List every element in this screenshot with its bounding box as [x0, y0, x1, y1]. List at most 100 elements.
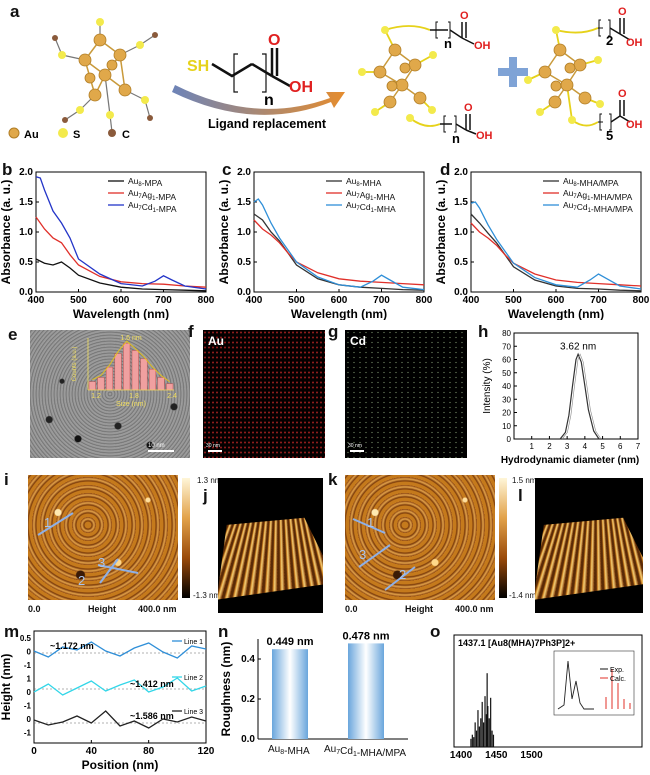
inset-x-tick: 2.4	[167, 393, 177, 400]
x-tick-label: 1	[529, 442, 534, 451]
inset-peak-label: 1.6 nm	[120, 335, 142, 342]
chart-h-dls: 1 2 3 4 5 6 7010203040506070803.62 nmIntensity…	[480, 325, 650, 465]
y-tick-label: 0.5	[454, 257, 468, 268]
y-axis-label: Intensity (%)	[482, 358, 493, 414]
eds-cd-scalebar	[350, 450, 364, 452]
plus-icon	[498, 57, 528, 87]
x-tick-label: 120	[198, 746, 215, 757]
replacement-arrow	[172, 85, 345, 115]
y-tick-label: 0.0	[19, 287, 33, 298]
x-axis-label: Wavelength (nm)	[291, 307, 387, 320]
panel-label-g: g	[328, 322, 338, 342]
svg-text:n: n	[452, 131, 460, 146]
y-tick-label: 1.0	[237, 227, 251, 238]
chart-d-absorbance: 400 500 600 700 8000.00.51.01.52.0Wavelength…	[435, 160, 650, 320]
legend-label: Line 1	[184, 639, 203, 646]
eds-au-label: Au	[208, 334, 224, 348]
y-tick-label: 0.2	[241, 694, 255, 705]
y-tick-label: 0.0	[241, 734, 255, 745]
afm-lines-k: 1 3 2	[345, 475, 495, 600]
cluster-au8-left	[52, 18, 158, 135]
y-tick-label: 80	[502, 329, 511, 338]
eds-au-scalebar	[208, 450, 222, 452]
series-line	[471, 223, 641, 286]
svg-text:O: O	[464, 102, 473, 114]
afm-k-xend: 400.0 nm	[455, 604, 494, 614]
afm-i-xend: 400.0 nm	[138, 604, 177, 614]
inset-x-label: Size (nm)	[116, 401, 146, 408]
y-tick-label: 1.5	[237, 197, 251, 208]
series-line	[254, 199, 424, 290]
svg-text:O: O	[460, 10, 469, 22]
hist-bar	[115, 354, 122, 390]
eds-au-scale-text: 30 nm	[206, 443, 220, 449]
x-tick-label: 3	[565, 442, 570, 451]
legend-label: Line 3	[184, 709, 203, 716]
tem-scalebar	[148, 450, 174, 452]
inset-y-label: Counts (a.u.)	[72, 347, 78, 382]
y-axis-label: Absorbance (a. u.)	[218, 180, 231, 285]
x-tick-label: 600	[331, 295, 348, 306]
cluster-au8-right-1: O OH n O OH n	[358, 10, 493, 146]
colorbar-k-top: 1.5 nm	[512, 476, 536, 485]
bar-value-label: 0.449 nm	[266, 636, 313, 648]
peak-label: 3.62 nm	[560, 342, 596, 353]
chart-m-height-profiles: 0.5 0 -1 1 0 -1 0 -1 Line 1 ~1.172 nm Line 2 ~1.412…	[0, 625, 215, 775]
svg-text:OH: OH	[476, 130, 493, 142]
y-tick-label: 2.0	[19, 167, 33, 178]
svg-text:n: n	[444, 36, 452, 51]
x-tick-label: 1500	[520, 750, 543, 761]
y-tick-label: 1.5	[19, 197, 33, 208]
y-tick-label: 2.0	[237, 167, 251, 178]
panel-label-k: k	[328, 470, 337, 490]
profile-line	[34, 711, 206, 728]
ligand-structure: SH O OH n	[187, 32, 313, 109]
eds-map-cd	[345, 330, 467, 458]
ms-title: 1437.1 [Au8(MHA)7Ph3P]2+	[458, 638, 575, 648]
x-axis-label: Position (nm)	[82, 758, 159, 772]
y-tick-label: 1.0	[19, 227, 33, 238]
x-tick-label: 800	[198, 295, 215, 306]
svg-text:OH: OH	[474, 40, 491, 52]
colorbar-k	[499, 478, 507, 598]
roughness-bar	[272, 649, 308, 739]
y-tick-label: 30	[502, 395, 511, 404]
height-annotation: ~1.412 nm	[130, 679, 174, 689]
hist-fit-curve	[92, 341, 169, 382]
x-tick-label: 40	[86, 746, 98, 757]
legend-label: Line 2	[184, 675, 203, 682]
y-axis-label: Height (nm)	[0, 654, 13, 721]
svg-text:1: 1	[367, 515, 374, 530]
svg-text:3: 3	[359, 547, 366, 562]
y-tick-label: 1.0	[454, 227, 468, 238]
colorbar-i-bottom: -1.3 nm	[193, 591, 220, 600]
afm-lines-i: 1 3 2	[28, 475, 178, 600]
y-axis-label: Absorbance (a. u.)	[0, 180, 13, 285]
y-tick-label: 0	[27, 688, 32, 697]
panel-label-f: f	[188, 322, 194, 342]
series-line	[36, 217, 206, 287]
svg-text:3: 3	[98, 555, 105, 570]
series-line	[471, 214, 641, 291]
afm-3d-j	[218, 478, 323, 613]
x-tick-label: 7	[636, 442, 641, 451]
y-tick-label: 0.0	[237, 287, 251, 298]
y-tick-label: 2.0	[454, 167, 468, 178]
svg-text:OH: OH	[626, 37, 643, 49]
height-annotation: ~1.172 nm	[50, 641, 94, 651]
y-tick-label: 1.5	[454, 197, 468, 208]
roughness-bar	[348, 643, 384, 739]
svg-text:O: O	[268, 32, 280, 49]
x-category-label: Au8-MHA	[268, 744, 310, 757]
legend-calc: Calc.	[610, 676, 626, 683]
x-tick-label: 800	[416, 295, 433, 306]
svg-text:5: 5	[606, 128, 613, 143]
chart-c-absorbance: 400 500 600 700 8000.00.51.01.52.0Wavelength…	[218, 160, 433, 320]
series-line	[560, 354, 599, 439]
x-tick-label: 80	[143, 746, 155, 757]
chart-n-roughness: 0.00.20.40.449 nmAu8-MHA0.478 nmAu7Cd1-M…	[218, 625, 418, 775]
colorbar-i	[182, 478, 190, 598]
y-tick-label: 0	[27, 715, 32, 724]
y-axis-label: Absorbance (a. u.)	[435, 180, 448, 285]
y-tick-label: -1	[24, 702, 32, 711]
